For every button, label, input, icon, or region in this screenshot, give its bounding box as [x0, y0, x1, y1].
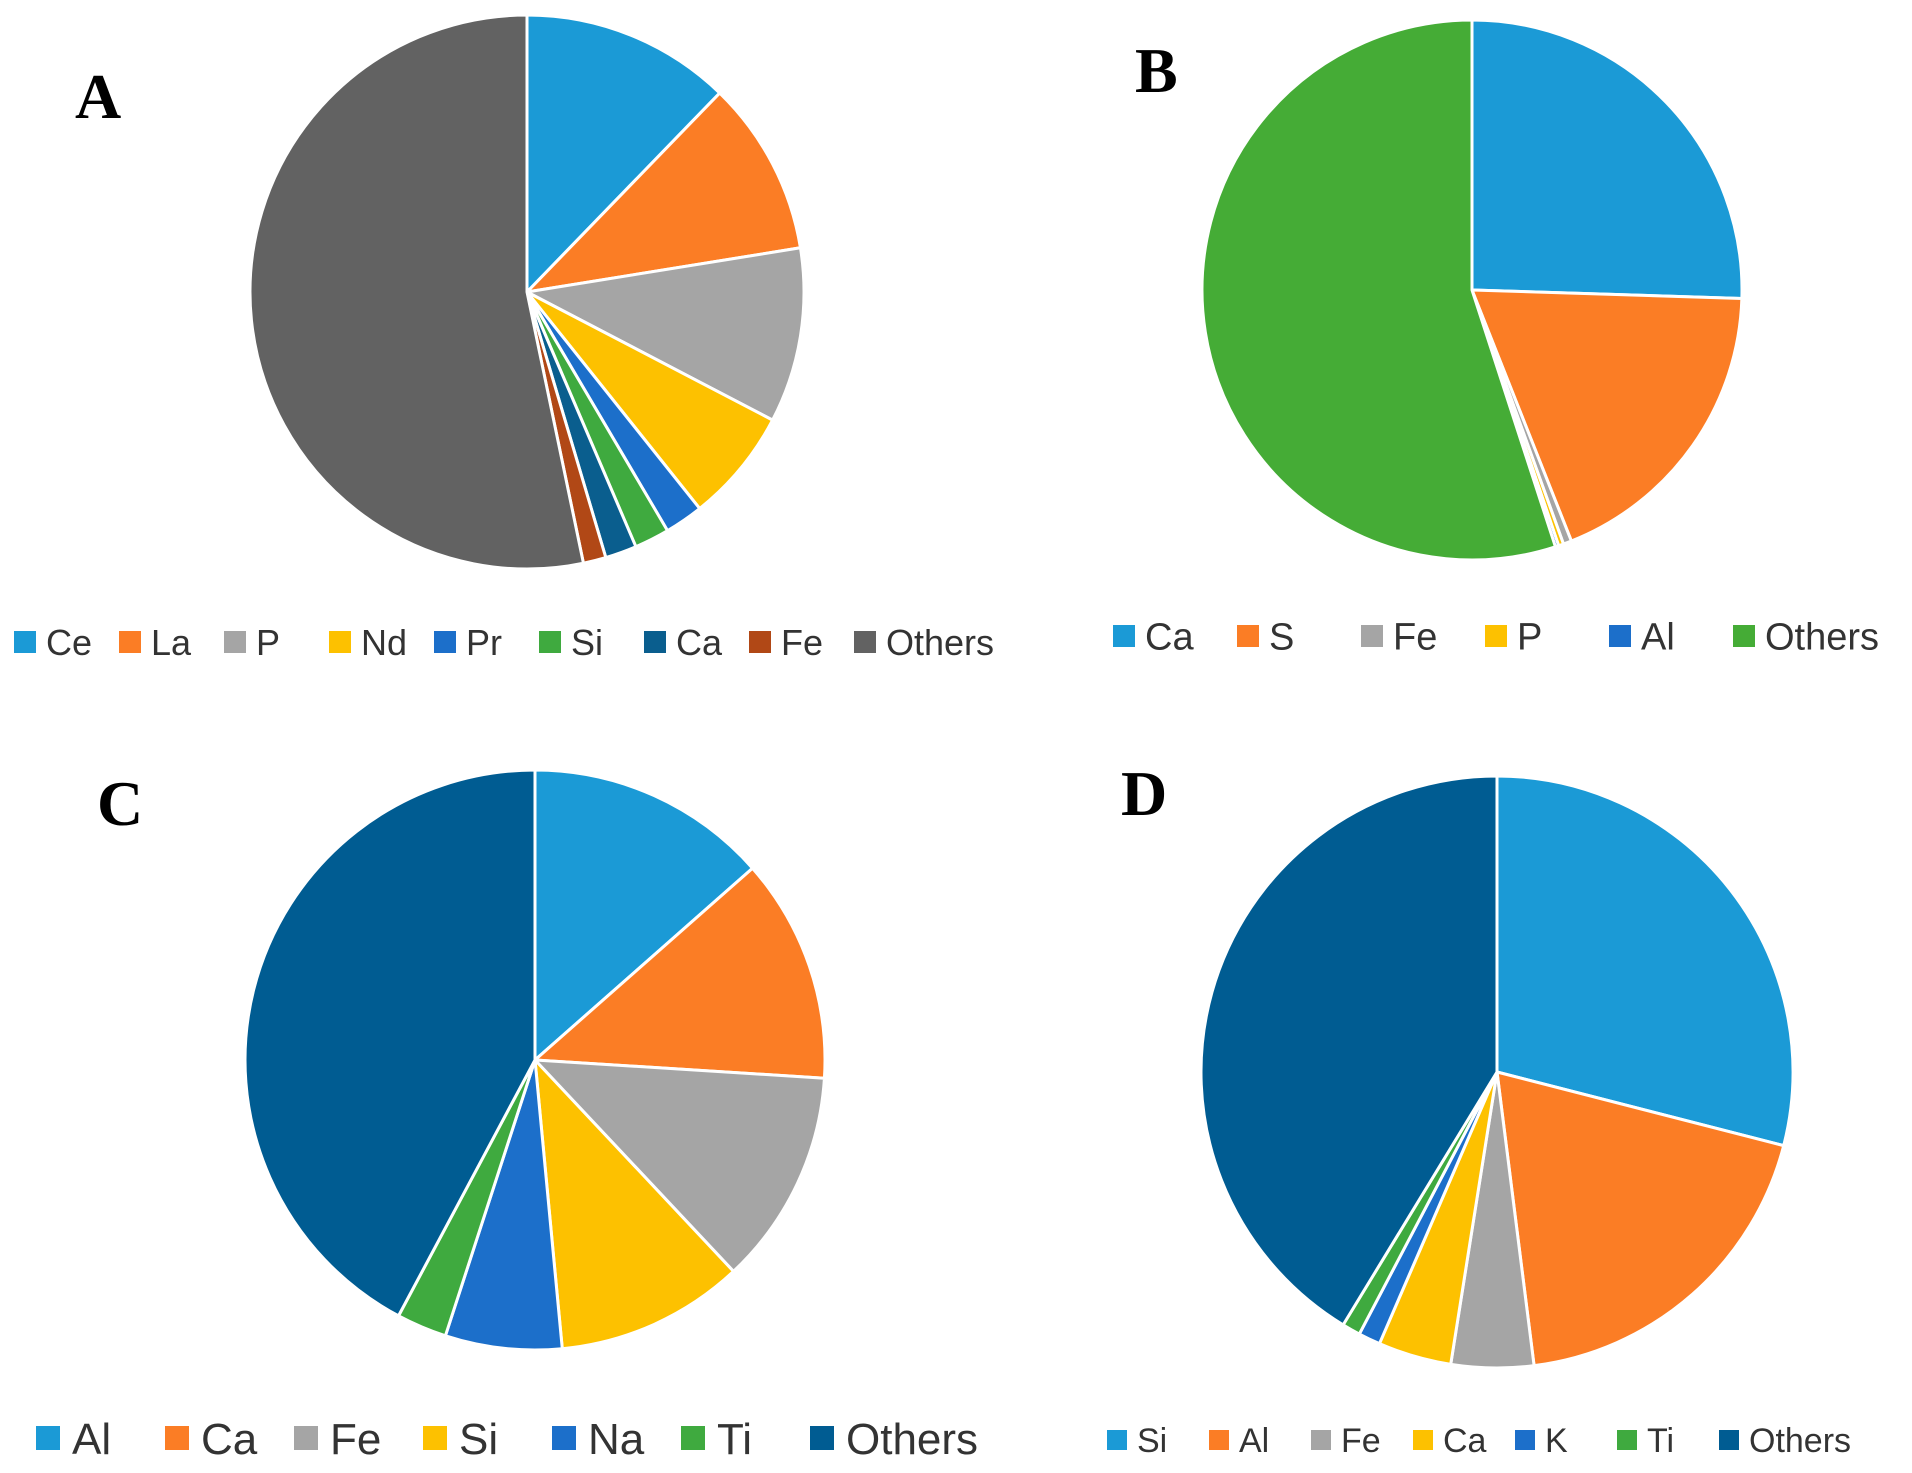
legend-c-label-fe: Fe [330, 1415, 381, 1464]
legend-d-label-al: Al [1239, 1422, 1269, 1460]
legend-d-label-others: Others [1749, 1422, 1851, 1460]
legend-c-swatch-al [36, 1426, 60, 1450]
pie-b-slices [1200, 18, 1744, 562]
legend-b-label-al: Al [1641, 617, 1675, 659]
pie-c-slices [243, 768, 827, 1352]
pie-c-slice-na [443, 1058, 564, 1352]
pie-a-slice-nd [525, 290, 775, 511]
pie-panel-a: A Ce La P Nd Pr Si Ca Fe Others [14, 13, 994, 663]
pie-c-slice-others [243, 768, 537, 1318]
legend-a-label-nd: Nd [361, 622, 407, 663]
legend-d-label-ca: Ca [1443, 1422, 1487, 1460]
legend-a-label-si: Si [571, 622, 603, 663]
pie-a-slice-others [248, 13, 585, 571]
legend-d-swatch-al [1209, 1430, 1229, 1450]
legend-b-swatch-s [1237, 625, 1259, 647]
legend-d-label-fe: Fe [1341, 1422, 1381, 1460]
legend-d-swatch-ti [1617, 1430, 1637, 1450]
legend-a-swatch-p [224, 631, 246, 653]
legend-b-swatch-fe [1361, 625, 1383, 647]
legend-b-label-others: Others [1765, 617, 1879, 659]
legend-d-label-ti: Ti [1647, 1422, 1674, 1460]
pie-c-slice-fe [533, 1058, 826, 1273]
legend-b-label-p: P [1517, 617, 1542, 659]
legend-c-swatch-ti [681, 1426, 705, 1450]
panel-label-c: C [97, 768, 143, 839]
pie-b-slice-s [1470, 288, 1744, 543]
legend-a-swatch-ce [14, 631, 36, 653]
pie-d-slices [1199, 774, 1795, 1370]
pie-a-slice-p [525, 246, 806, 422]
pie-c-slice-ca [533, 866, 827, 1080]
pie-d-slice-si [1495, 774, 1795, 1148]
pie-c-slice-si [533, 1058, 736, 1351]
legend-a-label-ce: Ce [46, 622, 92, 663]
legend-c: Al Ca Fe Si Na Ti Others [36, 1415, 978, 1464]
legend-a-swatch-ca [644, 631, 666, 653]
legend-b-label-ca: Ca [1145, 617, 1194, 659]
legend-a-label-p: P [256, 622, 280, 663]
legend-b-label-fe: Fe [1393, 617, 1437, 659]
legend-a-swatch-la [119, 631, 141, 653]
legend-b-swatch-others [1733, 625, 1755, 647]
legend-d-swatch-k [1515, 1430, 1535, 1450]
legend-d-label-si: Si [1137, 1422, 1167, 1460]
legend-a-swatch-pr [434, 631, 456, 653]
legend-b-swatch-p [1485, 625, 1507, 647]
pie-panel-d: D Si Al Fe Ca K Ti Others [1107, 758, 1851, 1460]
legend-c-label-ti: Ti [717, 1415, 752, 1464]
legend-c-label-al: Al [72, 1415, 111, 1464]
pie-d-slice-others [1199, 774, 1499, 1327]
pie-a-slice-la [525, 91, 802, 294]
pie-panel-c: C Al Ca Fe Si Na Ti Others [36, 768, 978, 1464]
legend-c-label-ca: Ca [201, 1415, 258, 1464]
legend-b-label-s: S [1269, 617, 1294, 659]
panel-label-a: A [75, 61, 121, 132]
legend-c-swatch-ca [165, 1426, 189, 1450]
pie-b-slice-others [1200, 18, 1557, 562]
legend-d-swatch-others [1719, 1430, 1739, 1450]
legend-c-swatch-na [552, 1426, 576, 1450]
legend-d-swatch-si [1107, 1430, 1127, 1450]
panel-label-d: D [1121, 758, 1167, 829]
legend-c-label-na: Na [588, 1415, 645, 1464]
pie-a-slice-ce [525, 13, 722, 294]
legend-b: Ca S Fe P Al Others [1113, 617, 1879, 659]
panel-label-b: B [1135, 35, 1178, 106]
legend-b-swatch-al [1609, 625, 1631, 647]
legend-b-swatch-ca [1113, 625, 1135, 647]
legend-a-label-ca: Ca [676, 622, 723, 663]
legend-d-swatch-ca [1413, 1430, 1433, 1450]
legend-c-swatch-others [810, 1426, 834, 1450]
pie-b-slice-ca [1470, 18, 1744, 300]
legend-a-label-la: La [151, 622, 192, 663]
legend-c-swatch-fe [294, 1426, 318, 1450]
legend-a-label-others: Others [886, 622, 994, 663]
legend-a-swatch-fe [749, 631, 771, 653]
legend-c-swatch-si [423, 1426, 447, 1450]
pie-panel-b: B Ca S Fe P Al Others [1113, 18, 1879, 659]
legend-a: Ce La P Nd Pr Si Ca Fe Others [14, 622, 994, 663]
pie-c-slice-al [533, 768, 755, 1062]
legend-d: Si Al Fe Ca K Ti Others [1107, 1422, 1851, 1460]
legend-a-swatch-others [854, 631, 876, 653]
legend-a-swatch-nd [329, 631, 351, 653]
legend-c-label-si: Si [459, 1415, 498, 1464]
legend-a-swatch-si [539, 631, 561, 653]
legend-a-label-fe: Fe [781, 622, 823, 663]
pie-d-slice-al [1495, 1070, 1786, 1368]
legend-c-label-others: Others [846, 1415, 978, 1464]
legend-a-label-pr: Pr [466, 622, 502, 663]
legend-d-label-k: K [1545, 1422, 1568, 1460]
pie-a-slices [248, 13, 806, 571]
legend-d-swatch-fe [1311, 1430, 1331, 1450]
